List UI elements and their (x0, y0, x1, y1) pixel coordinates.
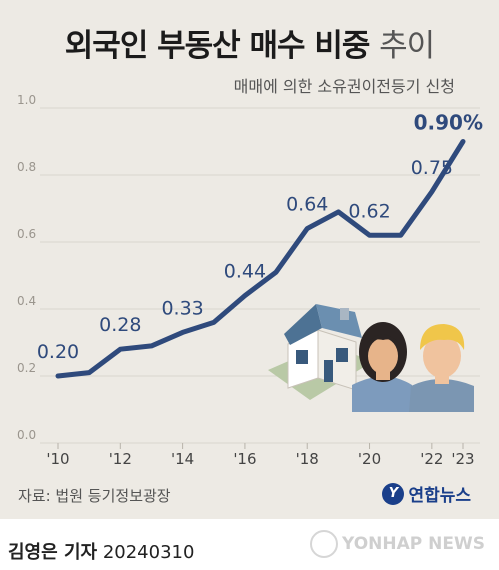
y-tick-label: 0.8 (17, 160, 36, 174)
grid-lines (40, 107, 480, 444)
chart-subtitle: 매매에 의한 소유권이전등기 신청 (233, 77, 455, 96)
data-label: 0.28 (99, 314, 141, 336)
x-tick-label: '23 (451, 450, 474, 468)
data-label: 0.64 (286, 194, 328, 216)
line-chart: 0.0 0.2 0.4 0.6 0.8 1.0 '10 '12 '14 '16 '18 '20 '22… (17, 93, 483, 468)
illustration (268, 304, 474, 412)
man-icon (409, 324, 474, 412)
data-label: 0.75 (411, 157, 453, 179)
y-axis-labels: 0.0 0.2 0.4 0.6 0.8 1.0 (17, 93, 36, 442)
y-tick-label: 0.0 (17, 428, 36, 442)
x-tick-label: '10 (46, 450, 69, 468)
data-label: 0.20 (37, 341, 79, 363)
logo-text: 연합뉴스 (408, 486, 471, 506)
x-tick-label: '12 (109, 450, 132, 468)
x-tick-label: '20 (358, 450, 381, 468)
y-tick-label: 1.0 (17, 93, 36, 107)
y-tick-label: 0.6 (17, 227, 36, 241)
y-tick-label: 0.2 (17, 361, 36, 375)
page-title: 외국인 부동산 매수 비중 추이 (0, 20, 499, 65)
watermark-ring-icon (310, 530, 339, 558)
watermark-text: YONHAP NEWS (342, 534, 485, 554)
house-icon (284, 304, 362, 391)
x-tick-label: '14 (171, 450, 194, 468)
data-label: 0.33 (161, 297, 203, 319)
data-label: 0.44 (224, 261, 266, 283)
x-tick-label: '16 (233, 450, 256, 468)
title-main: 외국인 부동산 매수 비중 (64, 28, 371, 64)
title-light: 추이 (379, 28, 435, 64)
watermark: YONHAP NEWS (310, 530, 485, 558)
source-note: 자료: 법원 등기정보광장 (18, 487, 171, 505)
data-label: 0.90% (414, 111, 483, 135)
x-tick-label: '22 (420, 450, 443, 468)
byline: 김영은 기자 20240310 (8, 538, 194, 564)
x-axis-labels: '10 '12 '14 '16 '18 '20 '22 '23 (46, 443, 475, 468)
y-tick-label: 0.4 (17, 294, 36, 308)
chart-panel (0, 0, 499, 519)
data-label: 0.62 (348, 200, 390, 222)
x-tick-label: '18 (296, 450, 319, 468)
data-labels: 0.20 0.28 0.33 0.44 0.64 0.62 0.75 0.90% (37, 111, 483, 364)
byline-name: 김영은 기자 (8, 542, 98, 563)
series-line (55, 139, 466, 379)
yonhap-logo-mark-icon: Y (382, 482, 405, 505)
byline-date: 20240310 (102, 542, 195, 563)
woman-icon (352, 322, 412, 412)
yonhap-logo: Y 연합뉴스 (382, 481, 471, 506)
